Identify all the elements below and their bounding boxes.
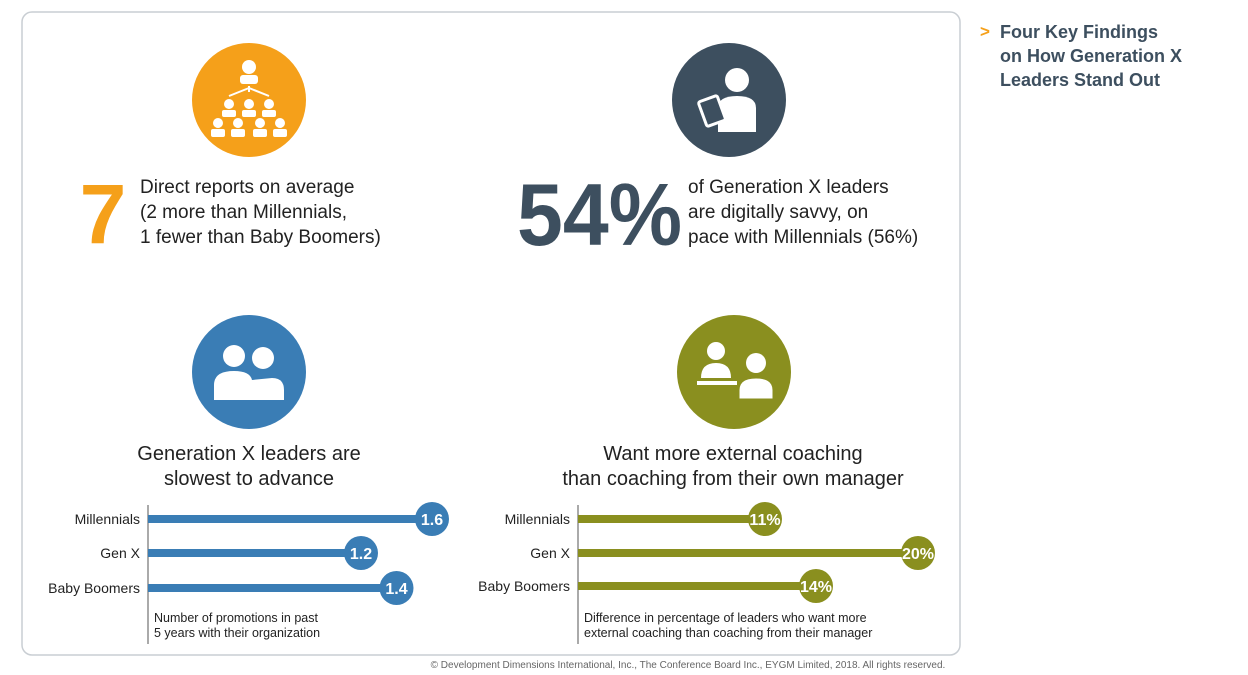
finding-text: pace with Millennials (56%) bbox=[688, 227, 918, 248]
finding-text: (2 more than Millennials, bbox=[140, 202, 347, 223]
finding-text: are digitally savvy, on bbox=[688, 202, 868, 223]
sidebar-title: Leaders Stand Out bbox=[1000, 70, 1160, 90]
category-label: Gen X bbox=[100, 545, 140, 561]
category-label: Baby Boomers bbox=[48, 580, 140, 596]
chart-title: than coaching from their own manager bbox=[562, 468, 904, 490]
hierarchy-icon bbox=[192, 43, 306, 157]
value-label: 1.4 bbox=[385, 581, 407, 598]
category-label: Millennials bbox=[75, 511, 140, 527]
category-label: Millennials bbox=[505, 511, 570, 527]
coaching-icon bbox=[677, 315, 791, 429]
stat: 54% bbox=[517, 165, 682, 264]
chart-note: 5 years with their organization bbox=[154, 626, 320, 640]
bar bbox=[578, 515, 765, 523]
bar-end bbox=[901, 536, 935, 570]
bar bbox=[578, 549, 918, 557]
value-label: 20% bbox=[902, 546, 934, 563]
bar bbox=[148, 584, 397, 592]
value-label: 11% bbox=[749, 512, 780, 529]
footer: © Development Dimensions International, … bbox=[431, 660, 946, 671]
people-icon bbox=[192, 315, 306, 429]
sidebar-marker: > bbox=[980, 22, 990, 41]
bar-end bbox=[379, 571, 414, 605]
chart-title: Generation X leaders are bbox=[137, 443, 360, 465]
bar bbox=[578, 582, 816, 590]
finding-text: Direct reports on average bbox=[140, 177, 354, 198]
bar bbox=[148, 549, 361, 557]
sidebar-title: Four Key Findings bbox=[1000, 22, 1158, 42]
stat: 7 bbox=[80, 167, 127, 261]
bar-end bbox=[748, 502, 782, 536]
bar-end bbox=[799, 569, 833, 603]
chart-title: slowest to advance bbox=[164, 468, 334, 490]
tablet-icon bbox=[672, 43, 786, 157]
bar-end bbox=[415, 502, 449, 536]
chart-note: Difference in percentage of leaders who … bbox=[584, 611, 867, 625]
sidebar-title: on How Generation X bbox=[1000, 46, 1182, 66]
chart-title: Want more external coaching bbox=[603, 443, 862, 465]
chart-note: Number of promotions in past bbox=[154, 611, 318, 625]
finding-text: 1 fewer than Baby Boomers) bbox=[140, 227, 381, 248]
value-label: 1.6 bbox=[421, 512, 443, 529]
chart-note: external coaching than coaching from the… bbox=[584, 626, 872, 640]
bar bbox=[148, 515, 432, 523]
value-label: 14% bbox=[800, 579, 832, 596]
bar-end bbox=[344, 536, 378, 570]
category-label: Baby Boomers bbox=[478, 578, 570, 594]
panel-border bbox=[21, 11, 961, 656]
category-label: Gen X bbox=[530, 545, 570, 561]
value-label: 1.2 bbox=[350, 546, 372, 563]
finding-text: of Generation X leaders bbox=[688, 177, 889, 198]
